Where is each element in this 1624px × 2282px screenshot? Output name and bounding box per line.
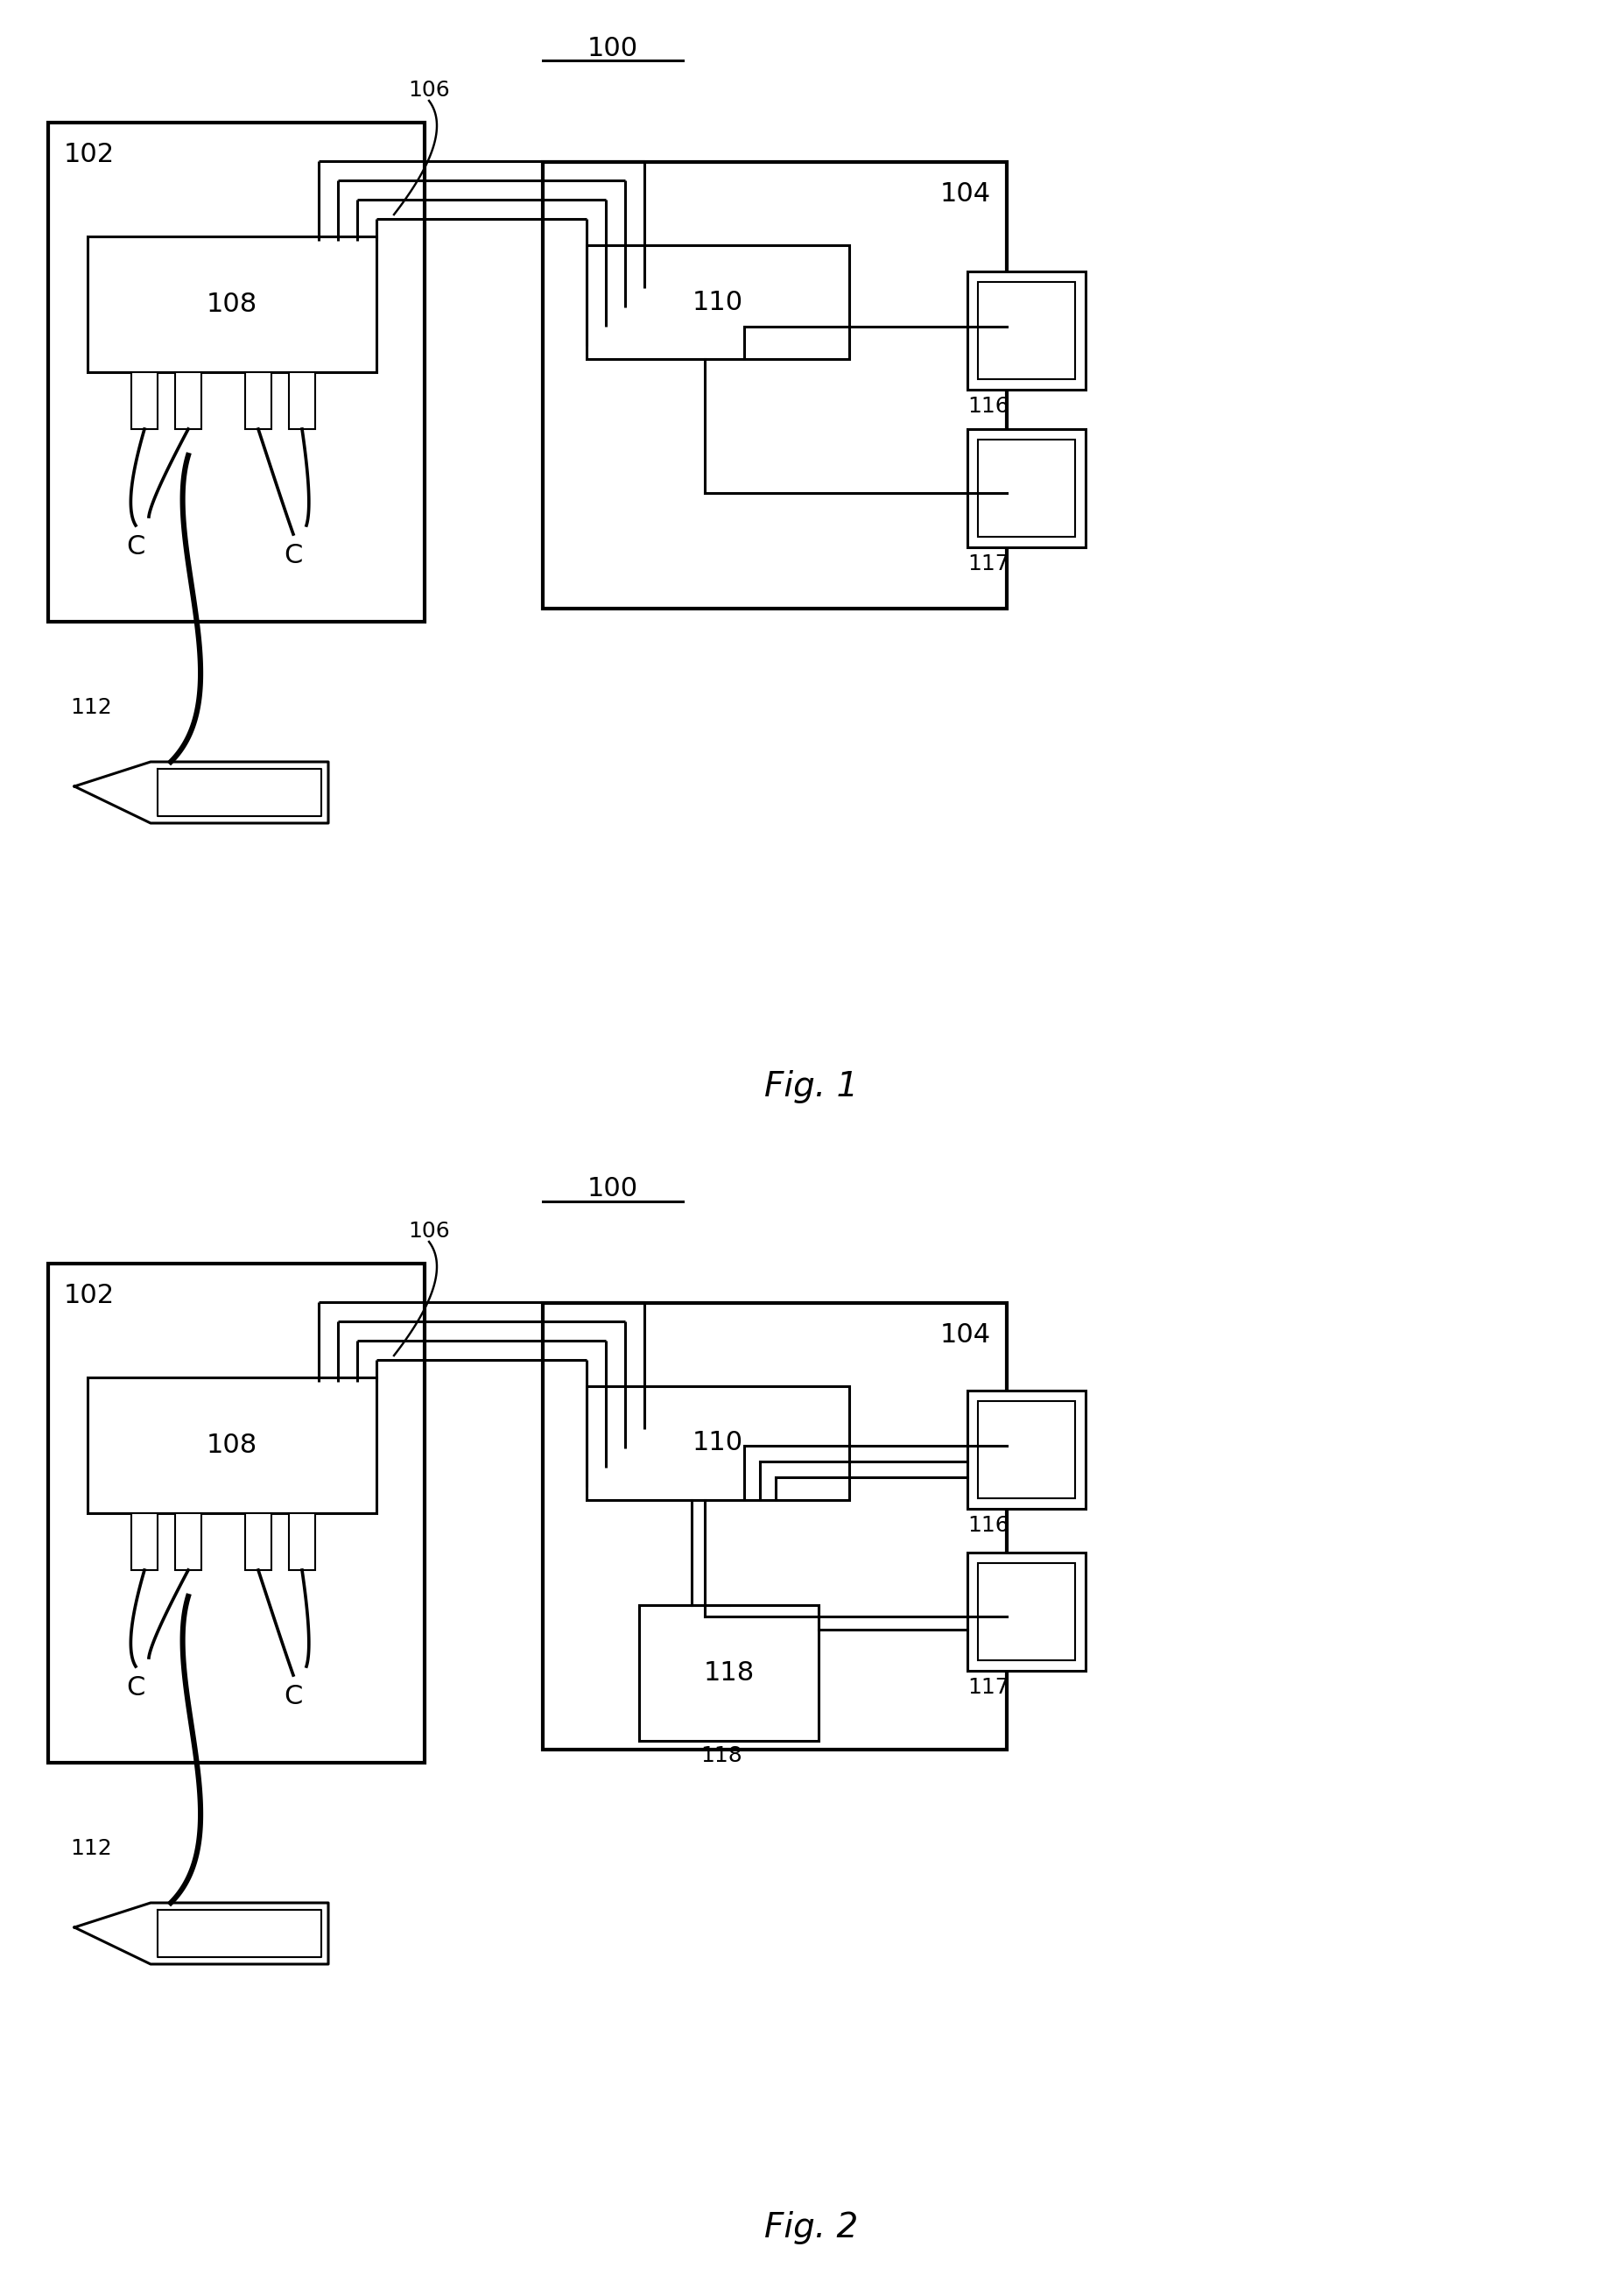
Text: 102: 102 bbox=[63, 141, 115, 167]
FancyBboxPatch shape bbox=[978, 283, 1075, 379]
Text: 100: 100 bbox=[588, 1178, 638, 1203]
Text: 116: 116 bbox=[968, 395, 1009, 418]
FancyBboxPatch shape bbox=[978, 440, 1075, 536]
Text: 118: 118 bbox=[700, 1746, 742, 1766]
Text: C: C bbox=[127, 1675, 145, 1700]
Text: C: C bbox=[127, 534, 145, 559]
FancyBboxPatch shape bbox=[978, 1563, 1075, 1661]
Text: 110: 110 bbox=[692, 1431, 744, 1456]
FancyBboxPatch shape bbox=[968, 1390, 1085, 1508]
FancyBboxPatch shape bbox=[88, 237, 377, 372]
Text: 100: 100 bbox=[588, 37, 638, 62]
Text: 117: 117 bbox=[968, 1677, 1009, 1698]
FancyBboxPatch shape bbox=[175, 1513, 201, 1570]
Text: 116: 116 bbox=[968, 1515, 1009, 1536]
Text: 112: 112 bbox=[70, 696, 112, 719]
Text: Fig. 1: Fig. 1 bbox=[765, 1070, 859, 1102]
FancyBboxPatch shape bbox=[640, 1604, 818, 1741]
Text: 110: 110 bbox=[692, 290, 744, 315]
FancyBboxPatch shape bbox=[542, 1303, 1007, 1750]
FancyBboxPatch shape bbox=[289, 1513, 315, 1570]
FancyBboxPatch shape bbox=[49, 123, 424, 621]
Text: 118: 118 bbox=[703, 1661, 754, 1686]
Text: 104: 104 bbox=[940, 1321, 991, 1349]
FancyBboxPatch shape bbox=[586, 244, 849, 358]
FancyBboxPatch shape bbox=[586, 1385, 849, 1499]
Text: C: C bbox=[284, 1684, 302, 1709]
Text: 106: 106 bbox=[408, 1221, 450, 1241]
FancyBboxPatch shape bbox=[978, 1401, 1075, 1499]
FancyBboxPatch shape bbox=[132, 372, 158, 429]
FancyBboxPatch shape bbox=[542, 162, 1007, 609]
Text: C: C bbox=[284, 543, 302, 568]
Text: 104: 104 bbox=[940, 180, 991, 208]
FancyBboxPatch shape bbox=[968, 429, 1085, 548]
Text: 106: 106 bbox=[408, 80, 450, 100]
Text: 108: 108 bbox=[206, 1433, 258, 1458]
FancyBboxPatch shape bbox=[968, 1552, 1085, 1670]
FancyBboxPatch shape bbox=[968, 272, 1085, 390]
FancyBboxPatch shape bbox=[245, 372, 271, 429]
FancyBboxPatch shape bbox=[88, 1378, 377, 1513]
Text: 102: 102 bbox=[63, 1282, 115, 1308]
Text: 108: 108 bbox=[206, 292, 258, 317]
Text: Fig. 2: Fig. 2 bbox=[765, 2211, 859, 2243]
Text: 117: 117 bbox=[968, 555, 1009, 575]
FancyBboxPatch shape bbox=[289, 372, 315, 429]
FancyBboxPatch shape bbox=[245, 1513, 271, 1570]
FancyBboxPatch shape bbox=[132, 1513, 158, 1570]
FancyBboxPatch shape bbox=[49, 1264, 424, 1762]
Text: 112: 112 bbox=[70, 1837, 112, 1860]
FancyBboxPatch shape bbox=[175, 372, 201, 429]
